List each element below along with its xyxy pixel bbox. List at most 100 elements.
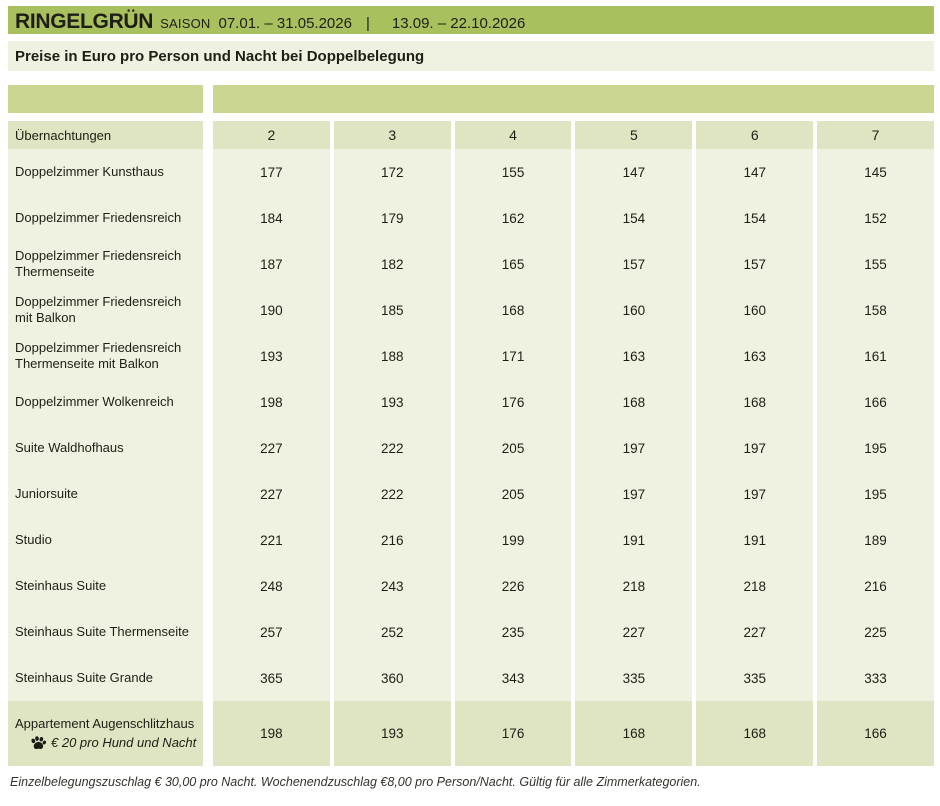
price-cell: 216	[333, 517, 451, 563]
price-cell: 176	[454, 379, 572, 425]
special-price-cells: 198 193 176 168 168 166	[213, 701, 934, 766]
room-label: Steinhaus Suite Grande	[15, 670, 154, 685]
price-cell: 335	[575, 655, 693, 701]
column-gutter	[203, 241, 213, 287]
room-label: Steinhaus Suite Thermenseite	[15, 624, 189, 639]
column-gutter	[203, 333, 213, 379]
table-row: Doppelzimmer Friedensreich Thermenseite …	[8, 333, 934, 379]
room-label-cell: Doppelzimmer Wolkenreich	[8, 379, 203, 425]
price-cell: 226	[454, 563, 572, 609]
price-cell: 162	[454, 195, 572, 241]
price-cell: 222	[333, 471, 451, 517]
table-row: Studio 221 216 199 191 191 189	[8, 517, 934, 563]
season-label: SAISON	[160, 16, 211, 31]
price-cell: 252	[333, 609, 451, 655]
price-cell: 166	[817, 379, 934, 425]
table-row: Steinhaus Suite 248 243 226 218 218 216	[8, 563, 934, 609]
room-label: Doppelzimmer Friedensreich mit Balkon	[15, 294, 182, 325]
price-cell: 176	[454, 701, 572, 766]
room-label-cell: Doppelzimmer Friedensreich Thermenseite	[8, 241, 203, 287]
price-cells: 193 188 171 163 163 161	[213, 333, 934, 379]
price-cell: 185	[333, 287, 451, 333]
price-cells: 177 172 155 147 147 145	[213, 149, 934, 195]
pet-fee-note: € 20 pro Hund und Nacht	[15, 735, 203, 751]
table-row: Doppelzimmer Wolkenreich 198 193 176 168 168…	[8, 379, 934, 425]
price-cell: 184	[213, 195, 330, 241]
price-cells: 187 182 165 157 157 155	[213, 241, 934, 287]
table-row: Doppelzimmer Friedensreich 184 179 162 154 1…	[8, 195, 934, 241]
room-label: Juniorsuite	[15, 486, 78, 501]
price-cell: 155	[817, 241, 934, 287]
night-count-header-cell: 7	[817, 121, 934, 149]
hotel-season-title: RINGELGRÜN	[15, 10, 154, 33]
decorative-band-row	[8, 85, 934, 113]
price-cell: 227	[696, 609, 814, 655]
price-cell: 168	[696, 701, 814, 766]
price-cell: 218	[696, 563, 814, 609]
column-gutter	[203, 425, 213, 471]
price-cell: 198	[213, 701, 330, 766]
price-cell: 154	[575, 195, 693, 241]
price-cell: 168	[575, 379, 693, 425]
price-cell: 157	[575, 241, 693, 287]
price-cells: 184 179 162 154 154 152	[213, 195, 934, 241]
price-cell: 187	[213, 241, 330, 287]
price-cell: 365	[213, 655, 330, 701]
price-cell: 160	[575, 287, 693, 333]
price-cell: 147	[575, 149, 693, 195]
room-label: Steinhaus Suite	[15, 578, 107, 593]
room-label: Doppelzimmer Friedensreich Thermenseite …	[15, 340, 182, 371]
room-label: Doppelzimmer Wolkenreich	[15, 394, 174, 409]
surcharge-footnote: Einzelbelegungszuschlag € 30,00 pro Nach…	[10, 775, 701, 789]
price-cell: 205	[454, 425, 572, 471]
price-cell: 225	[817, 609, 934, 655]
price-cell: 171	[454, 333, 572, 379]
price-cell: 168	[575, 701, 693, 766]
price-cell: 195	[817, 471, 934, 517]
price-sheet: RINGELGRÜN SAISON 07.01. – 31.05.2026 | …	[8, 6, 934, 789]
price-cell: 182	[333, 241, 451, 287]
price-cell: 195	[817, 425, 934, 471]
season-title-bar: RINGELGRÜN SAISON 07.01. – 31.05.2026 | …	[8, 6, 934, 34]
price-cell: 218	[575, 563, 693, 609]
price-cells: 227 222 205 197 197 195	[213, 425, 934, 471]
price-cell: 179	[333, 195, 451, 241]
price-cell: 198	[213, 379, 330, 425]
price-cell: 193	[333, 701, 451, 766]
price-cell: 197	[575, 471, 693, 517]
price-cell: 168	[454, 287, 572, 333]
price-cell: 197	[696, 471, 814, 517]
price-cell: 188	[333, 333, 451, 379]
price-cell: 243	[333, 563, 451, 609]
price-cell: 248	[213, 563, 330, 609]
table-row: Steinhaus Suite Grande 365 360 343 335 335 33…	[8, 655, 934, 701]
night-count-header-cell: 2	[213, 121, 330, 149]
price-cells: 227 222 205 197 197 195	[213, 471, 934, 517]
night-count-header-cell: 6	[696, 121, 814, 149]
night-count-header-cell: 3	[333, 121, 451, 149]
price-cell: 222	[333, 425, 451, 471]
price-cell: 193	[213, 333, 330, 379]
column-gutter	[203, 149, 213, 195]
column-gutter	[203, 563, 213, 609]
season-date-range-1: 07.01. – 31.05.2026	[218, 15, 352, 32]
price-cells: 221 216 199 191 191 189	[213, 517, 934, 563]
table-row: Doppelzimmer Friedensreich mit Balkon 19…	[8, 287, 934, 333]
date-separator: |	[365, 15, 370, 32]
column-gutter	[203, 517, 213, 563]
column-gutter	[203, 195, 213, 241]
table-row: Doppelzimmer Friedensreich Thermenseite …	[8, 241, 934, 287]
room-label-cell: Suite Waldhofhaus	[8, 425, 203, 471]
room-label: Doppelzimmer Friedensreich	[15, 210, 182, 225]
table-row: Steinhaus Suite Thermenseite 257 252 235 22…	[8, 609, 934, 655]
column-gutter	[203, 701, 213, 766]
price-cell: 147	[696, 149, 814, 195]
price-cell: 157	[696, 241, 814, 287]
price-cell: 189	[817, 517, 934, 563]
room-label-cell: Doppelzimmer Friedensreich	[8, 195, 203, 241]
column-gutter	[203, 471, 213, 517]
price-cell: 221	[213, 517, 330, 563]
price-cells: 248 243 226 218 218 216	[213, 563, 934, 609]
